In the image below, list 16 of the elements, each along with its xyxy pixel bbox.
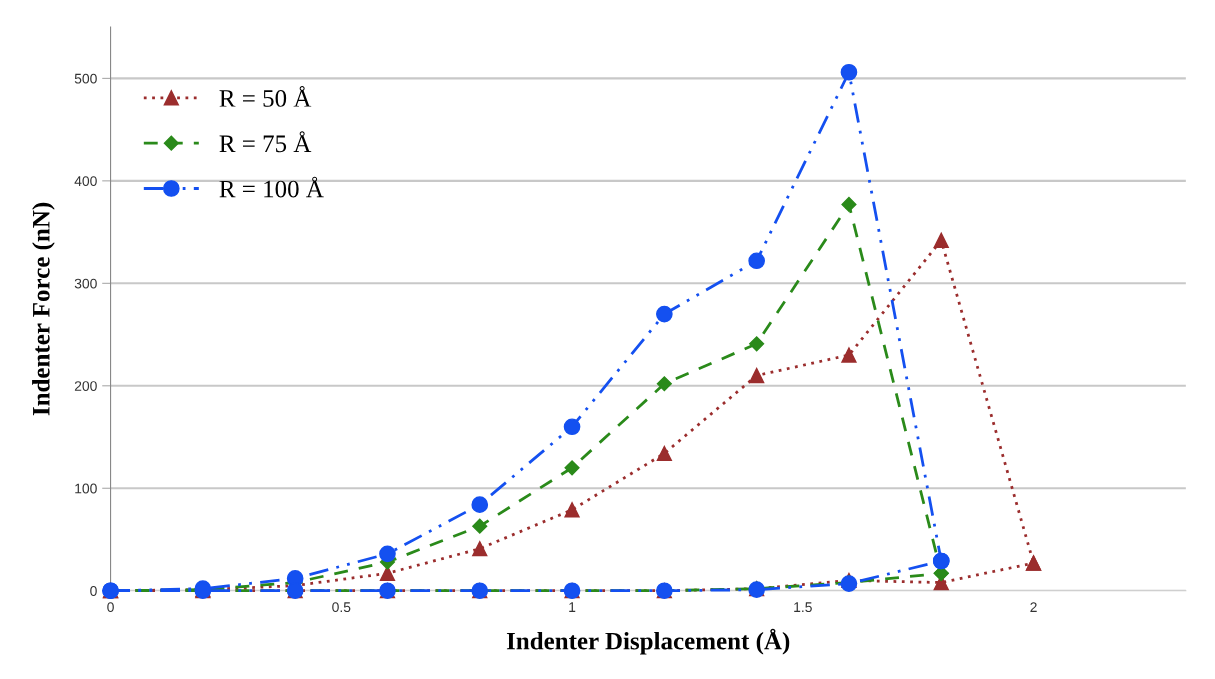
y-tick-label: 500 [74, 73, 97, 84]
legend-label: R = 50 Å [219, 86, 312, 107]
y-tick-label: 300 [74, 278, 97, 289]
x-tick-label: 2 [1030, 602, 1037, 612]
x-tick-label: 0.5 [332, 602, 351, 613]
y-tick-label: 200 [74, 381, 97, 391]
x-tick-label: 0 [107, 602, 114, 613]
legend-label: R = 75 Å [219, 131, 312, 153]
y-axis-title: Indenter Force (nN) [32, 202, 55, 416]
x-tick-label: 1.5 [794, 602, 812, 613]
x-tick-label: 1 [569, 602, 576, 612]
x-axis-title: Indenter Displacement (Å) [506, 628, 790, 655]
y-tick-label: 100 [75, 483, 97, 494]
y-tick-label: 400 [74, 176, 97, 187]
y-tick-label: 0 [90, 586, 97, 596]
legend-label: R = 100 Å [219, 176, 324, 198]
